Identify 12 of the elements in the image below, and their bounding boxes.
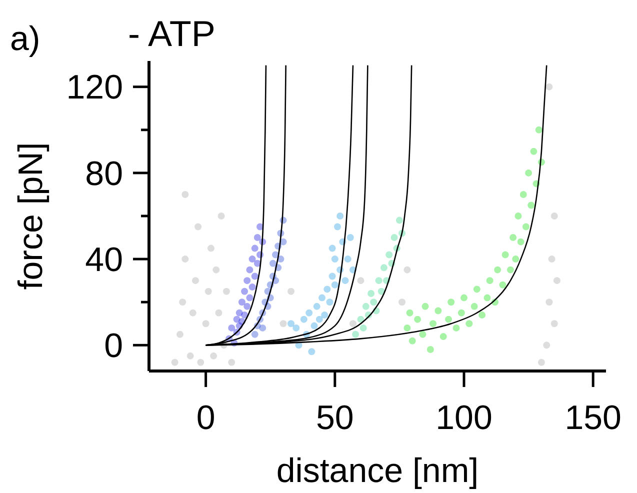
x-tick-label: 100 [436,399,492,437]
x-axis-title: distance [nm] [276,452,479,490]
x-tick-label: 150 [564,399,622,437]
x-tick-label: 0 [196,399,216,437]
text: a) [10,20,40,58]
y-tick-label: 0 [104,327,123,366]
x-tick-label: 50 [316,399,354,437]
y-tick-label: 40 [85,240,123,279]
y-tick-label: 120 [66,68,123,107]
y-tick-label: 80 [85,154,123,193]
y-axis-title: force [pN] [12,142,50,290]
chart-title: - ATP [128,13,216,54]
